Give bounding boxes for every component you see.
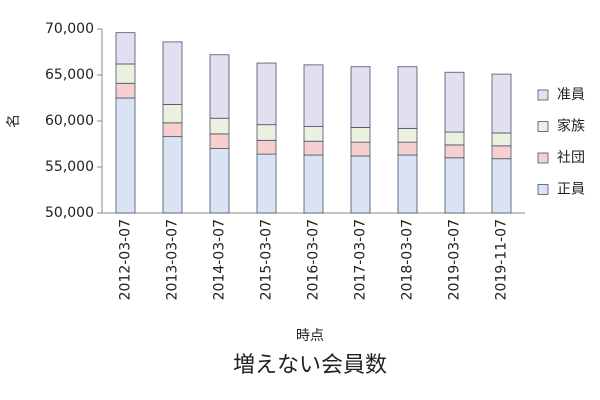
legend-label: 家族 [557, 118, 585, 135]
bar-segment [162, 104, 183, 124]
legend-label: 正員 [557, 182, 585, 198]
y-axis-label: 名 [6, 114, 22, 128]
bar-segment [209, 133, 230, 150]
bar-segment [491, 132, 512, 147]
x-tick-label: 2015-03-07 [259, 219, 275, 300]
x-tick-label: 2014-03-07 [212, 219, 228, 300]
x-axis-label: 時点 [296, 328, 324, 344]
y-tick-label: 65,000 [45, 67, 94, 83]
bar-segment [397, 66, 418, 129]
x-tick-label: 2012-03-07 [118, 219, 134, 300]
legend-swatch [537, 121, 549, 132]
bar-segment [444, 144, 465, 159]
y-tick-label: 60,000 [45, 113, 94, 129]
bar-segment [397, 154, 418, 214]
x-tick-label: 2018-03-07 [400, 219, 416, 300]
bar-segment [350, 66, 371, 128]
bar-segment [397, 141, 418, 156]
x-tick-label: 2016-03-07 [306, 219, 322, 300]
bar-segment [491, 145, 512, 160]
x-tick-label: 2019-03-07 [447, 219, 463, 300]
bar-segment [350, 127, 371, 143]
bar-segment [115, 63, 136, 84]
bar-segment [256, 139, 277, 155]
chart-title: 増えない会員数 [233, 353, 387, 378]
bar-segment [209, 148, 230, 214]
legend-swatch [537, 152, 549, 164]
bar-segment [209, 54, 230, 119]
bar-segment [444, 131, 465, 146]
bar-segment [350, 155, 371, 214]
bar-segment [162, 41, 183, 105]
legend-label: 社団 [557, 150, 585, 166]
x-tick-label: 2017-03-07 [353, 219, 369, 300]
legend-swatch [537, 184, 549, 195]
bar-segment [256, 62, 277, 126]
bar-segment [209, 117, 230, 135]
bar-segment [444, 157, 465, 214]
y-tick-label: 55,000 [45, 159, 94, 175]
y-tick-label: 50,000 [45, 205, 94, 221]
bar-segment [115, 82, 136, 99]
legend-label: 准員 [557, 87, 585, 103]
x-tick-label: 2019-11-07 [494, 219, 510, 300]
bar-segment [303, 140, 324, 156]
bar-segment [397, 127, 418, 143]
bar-segment [303, 154, 324, 214]
bar-segment [115, 97, 136, 214]
bar-segment [162, 136, 183, 214]
bar-segment [256, 153, 277, 214]
bar-segment [115, 32, 136, 65]
bar-segment [303, 64, 324, 127]
y-tick-label: 70,000 [45, 21, 94, 37]
bar-segment [444, 71, 465, 133]
bar-segment [350, 141, 371, 157]
bar-segment [491, 73, 512, 134]
bar-segment [256, 124, 277, 141]
bar-segment [491, 158, 512, 214]
bar-segment [162, 122, 183, 138]
bar-segment [303, 126, 324, 142]
legend-swatch [537, 89, 549, 101]
x-tick-label: 2013-03-07 [165, 219, 181, 300]
